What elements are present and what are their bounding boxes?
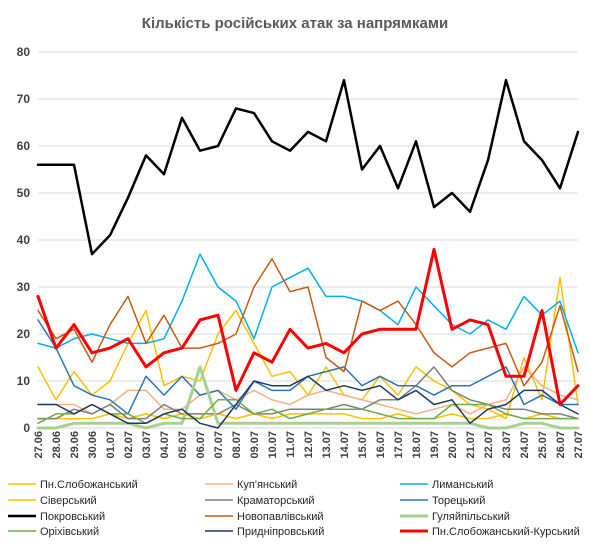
y-axis-ticks: 0 10 20 30 40 50 60 70 80	[17, 45, 31, 435]
x-tick-label: 08.07	[231, 431, 243, 459]
series-line-6	[36, 78, 580, 256]
legend-label: Куп'янський	[237, 479, 297, 491]
x-tick-label: 25.07	[537, 431, 549, 459]
x-tick-label: 14.07	[339, 431, 351, 459]
legend-label: Оріхівський	[40, 526, 99, 538]
y-tick-label: 50	[17, 186, 31, 200]
x-tick-label: 26.07	[555, 431, 567, 459]
y-tick-label: 40	[17, 233, 31, 247]
x-tick-label: 22.07	[483, 431, 495, 459]
y-tick-label: 80	[17, 45, 31, 59]
series-line-7	[37, 258, 579, 387]
legend-label: Гуляйпільський	[432, 511, 510, 523]
x-tick-label: 24.07	[519, 431, 531, 459]
series-line-4	[37, 366, 579, 420]
x-tick-label: 27.06	[33, 431, 45, 459]
x-tick-label: 30.06	[87, 431, 99, 459]
x-tick-label: 29.06	[69, 431, 81, 459]
y-tick-label: 70	[17, 92, 31, 106]
legend-label: Пн.Слобожанський-Курський	[432, 526, 580, 538]
x-tick-label: 05.07	[177, 431, 189, 459]
x-tick-label: 28.06	[51, 431, 63, 459]
x-tick-label: 02.07	[123, 431, 135, 459]
x-tick-label: 15.07	[357, 431, 369, 459]
x-tick-label: 21.07	[465, 431, 477, 459]
x-tick-label: 06.07	[195, 431, 207, 459]
legend-label: Торецький	[432, 495, 485, 507]
y-tick-label: 30	[17, 280, 31, 294]
x-axis-ticks: 27.06 28.06 29.06 30.06 01.07 02.07 03.07 04.07…	[33, 431, 585, 459]
x-tick-label: 13.07	[321, 431, 333, 459]
x-tick-label: 04.07	[159, 431, 171, 459]
legend-label: Пн.Слобожанський	[40, 479, 138, 491]
legend-label: Новопавлівський	[237, 511, 323, 523]
x-tick-label: 11.07	[285, 431, 297, 458]
x-tick-label: 27.07	[573, 431, 585, 459]
series-line-10	[37, 375, 579, 429]
legend-label: Лиманський	[432, 479, 493, 491]
x-tick-label: 17.07	[393, 431, 405, 459]
x-tick-label: 23.07	[501, 431, 513, 459]
x-tick-label: 01.07	[105, 431, 117, 459]
x-tick-label: 03.07	[141, 431, 153, 459]
x-tick-label: 07.07	[213, 431, 225, 459]
series-line-2	[37, 253, 579, 354]
y-tick-label: 0	[23, 421, 30, 435]
x-tick-label: 10.07	[267, 431, 279, 459]
legend-label: Краматорський	[237, 495, 315, 507]
legend-label: Сіверський	[40, 495, 97, 507]
legend-label: Покровський	[40, 511, 105, 523]
series-line-11	[36, 247, 580, 406]
y-tick-label: 20	[17, 327, 31, 341]
gridlines	[38, 51, 578, 429]
y-tick-label: 10	[17, 374, 31, 388]
x-tick-label: 09.07	[249, 431, 261, 459]
chart-title: Кількість російських атак за напрямками	[142, 15, 448, 32]
legend-label: Придніпровський	[237, 526, 324, 538]
x-tick-label: 20.07	[447, 431, 459, 459]
x-tick-label: 12.07	[303, 431, 315, 459]
x-tick-label: 18.07	[411, 431, 423, 459]
x-tick-label: 19.07	[429, 431, 441, 459]
y-tick-label: 60	[17, 139, 31, 153]
series-lines	[36, 78, 580, 430]
x-tick-label: 16.07	[375, 431, 387, 459]
legend: Пн.Слобожанський Куп'янський Лиманський Сів…	[8, 479, 580, 538]
series-line-9	[37, 399, 579, 425]
